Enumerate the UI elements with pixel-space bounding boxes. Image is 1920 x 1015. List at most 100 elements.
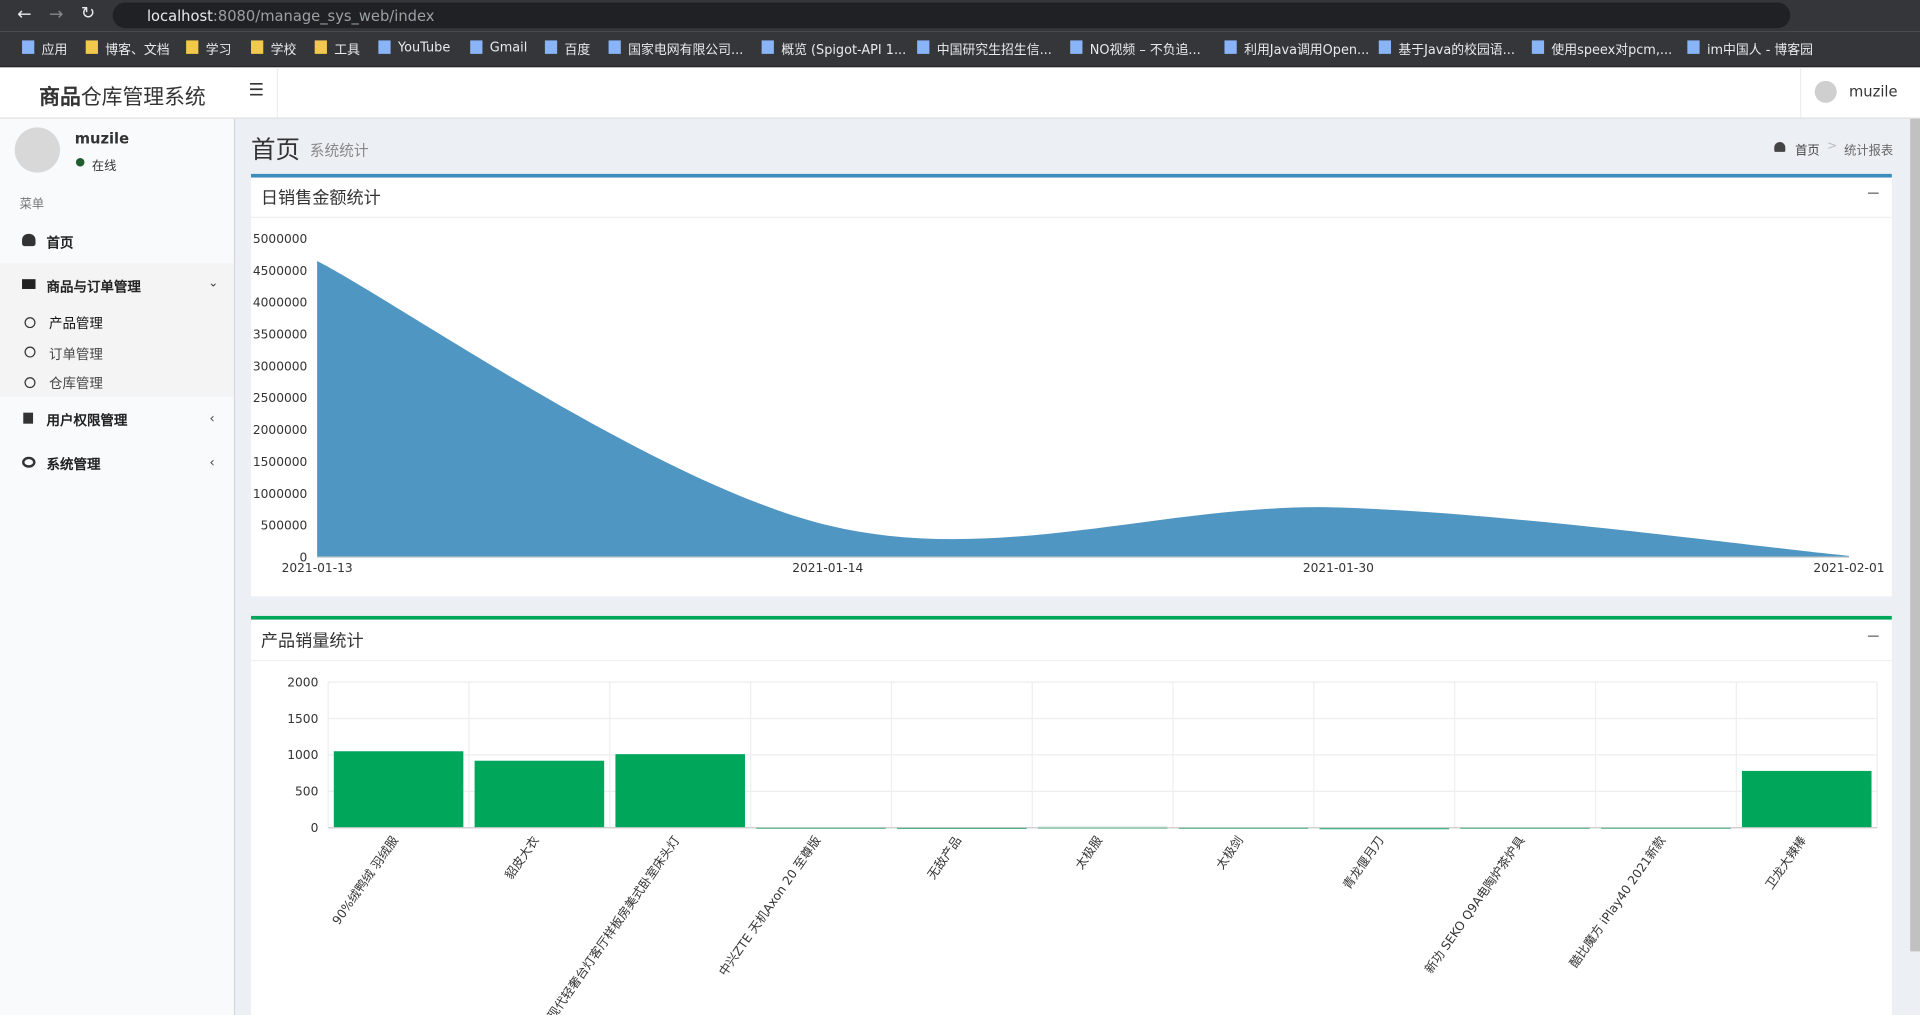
menu-item[interactable]: 用户权限管理	[46, 412, 128, 429]
bookmark[interactable]: 学习	[205, 42, 232, 58]
bookmark-icon	[1224, 40, 1237, 54]
bookmark[interactable]: YouTube	[397, 40, 451, 56]
menu-icon	[22, 279, 36, 289]
menu-header: 菜单	[19, 198, 45, 212]
bookmark-icon	[251, 40, 264, 54]
url: localhost:8080/manage_sys_web/index	[147, 7, 435, 24]
chevron: ‹	[209, 454, 215, 471]
y-tick-label: 1500	[287, 712, 318, 726]
x-tick-label: 太极剑	[1213, 833, 1246, 872]
menu-item[interactable]: 商品与订单管理	[46, 279, 141, 296]
user-avatar	[1814, 80, 1837, 103]
x-tick-label: 酷比魔方 iPlay40 2021新款	[1566, 833, 1668, 970]
box-divider	[251, 216, 1892, 218]
y-tick-label: 5000000	[253, 232, 308, 246]
breadcrumb-item: 统计报表	[1844, 144, 1894, 158]
bookmark[interactable]: 利用Java调用Open...	[1244, 42, 1370, 58]
menu-icon	[22, 456, 36, 468]
bookmark-icon	[22, 40, 35, 54]
menu-item[interactable]: 系统管理	[46, 456, 101, 473]
sub-icon	[24, 377, 36, 389]
x-tick-label: 90%绒鸭绒 羽绒服	[330, 834, 401, 928]
y-tick-label: 2500000	[253, 391, 308, 405]
bookmark[interactable]: 基于Java的校园语...	[1398, 42, 1515, 58]
bookmark-icon	[470, 40, 483, 54]
y-tick-label: 500000	[261, 519, 308, 533]
y-tick-label: 4500000	[253, 264, 308, 278]
area	[317, 261, 1849, 558]
bookmark-icon	[186, 40, 199, 54]
bookmark-icon	[761, 40, 774, 54]
bookmark[interactable]: 工具	[334, 42, 361, 58]
breadcrumb-item[interactable]: 首页	[1795, 144, 1820, 158]
breadcrumb-icon	[1774, 142, 1786, 152]
collapse-button[interactable]: −	[1866, 626, 1881, 647]
collapse-button[interactable]: −	[1866, 183, 1881, 204]
sub-item[interactable]: 订单管理	[48, 346, 103, 363]
bookmark[interactable]: 使用speex对pcm,...	[1551, 42, 1673, 58]
sub-item[interactable]: 仓库管理	[48, 375, 103, 392]
logo[interactable]: 商品仓库管理系统	[39, 80, 206, 110]
bookmark[interactable]: im中国人 - 博客园	[1706, 42, 1813, 58]
chevron: ‹	[209, 410, 215, 427]
chart-title: 产品销量统计	[260, 631, 364, 652]
y-tick-label: 3000000	[253, 359, 308, 373]
bookmark[interactable]: 应用	[41, 42, 68, 58]
y-tick-label: 0	[300, 550, 308, 564]
page-subtitle: 系统统计	[309, 142, 369, 160]
menu-group-bg	[0, 263, 234, 397]
bookmark[interactable]: 国家电网有限公司...	[628, 42, 744, 58]
bookmark[interactable]: 概览 (Spigot-API 1...	[781, 42, 907, 58]
page-title: 首页	[251, 134, 301, 165]
scrollbar	[1910, 118, 1920, 952]
bookmark-icon	[314, 40, 327, 54]
bookmark-icon	[85, 40, 98, 54]
x-tick-label: 2021-01-30	[1303, 561, 1374, 575]
bookmark[interactable]: 博客、文档	[105, 42, 170, 58]
x-tick-label: 2021-01-13	[282, 561, 353, 575]
status: 在线	[91, 160, 117, 174]
menu-icon	[22, 233, 36, 247]
sub-icon	[24, 317, 36, 329]
x-tick-label: 青龙偃月刀	[1339, 833, 1386, 892]
url-field[interactable]	[112, 2, 1791, 29]
y-tick-label: 2000000	[253, 423, 308, 437]
y-tick-label: 0	[311, 821, 319, 835]
x-tick-label: 太极服	[1072, 833, 1105, 872]
y-tick-label: 500	[295, 785, 318, 799]
x-tick-label: 2021-01-14	[792, 561, 863, 575]
menu-item[interactable]: 首页	[46, 235, 74, 252]
bookmark[interactable]: 百度	[564, 42, 591, 58]
back-button[interactable]: ←	[17, 4, 32, 25]
bookmark-icon	[1070, 40, 1083, 54]
x-tick-label: 现代轻奢台灯客厅样板房美式卧室床头灯	[544, 833, 683, 1015]
menu-toggle[interactable]: ☰	[248, 80, 264, 101]
forward-button[interactable]: →	[48, 4, 64, 25]
bookmark[interactable]: 学校	[270, 42, 297, 58]
divider	[1800, 67, 1802, 118]
url-path: :8080/manage_sys_web/index	[212, 7, 435, 25]
box-divider	[251, 660, 1892, 662]
x-tick-label: 中兴ZTE 天机Axon 20 至尊版	[715, 833, 823, 978]
bookmark[interactable]: 中国研究生招生信...	[936, 42, 1052, 58]
bookmark-icon	[1687, 40, 1700, 54]
divider	[276, 67, 278, 118]
user-menu[interactable]: muzile	[1848, 83, 1898, 101]
bookmark-icon	[608, 40, 621, 54]
x-tick-label: 貂皮大衣	[501, 833, 541, 882]
bar	[1741, 770, 1872, 828]
bookmark-icon	[544, 40, 558, 54]
bookmark[interactable]: NO视频 – 不负追...	[1089, 42, 1201, 58]
reload-button[interactable]: ↻	[80, 3, 96, 24]
bookmark[interactable]: Gmail	[489, 40, 528, 56]
sub-icon	[24, 346, 36, 358]
bar	[333, 751, 464, 828]
navbar	[235, 67, 1920, 119]
y-tick-label: 1000	[287, 748, 318, 762]
x-tick-label: 新功 SEKO Q9A电陶炉茶炉具	[1421, 833, 1527, 976]
bar	[474, 760, 605, 828]
sub-item[interactable]: 产品管理	[48, 315, 103, 332]
x-tick-label: 卫龙大辣棒	[1762, 833, 1809, 892]
y-tick-label: 1500000	[253, 455, 308, 469]
